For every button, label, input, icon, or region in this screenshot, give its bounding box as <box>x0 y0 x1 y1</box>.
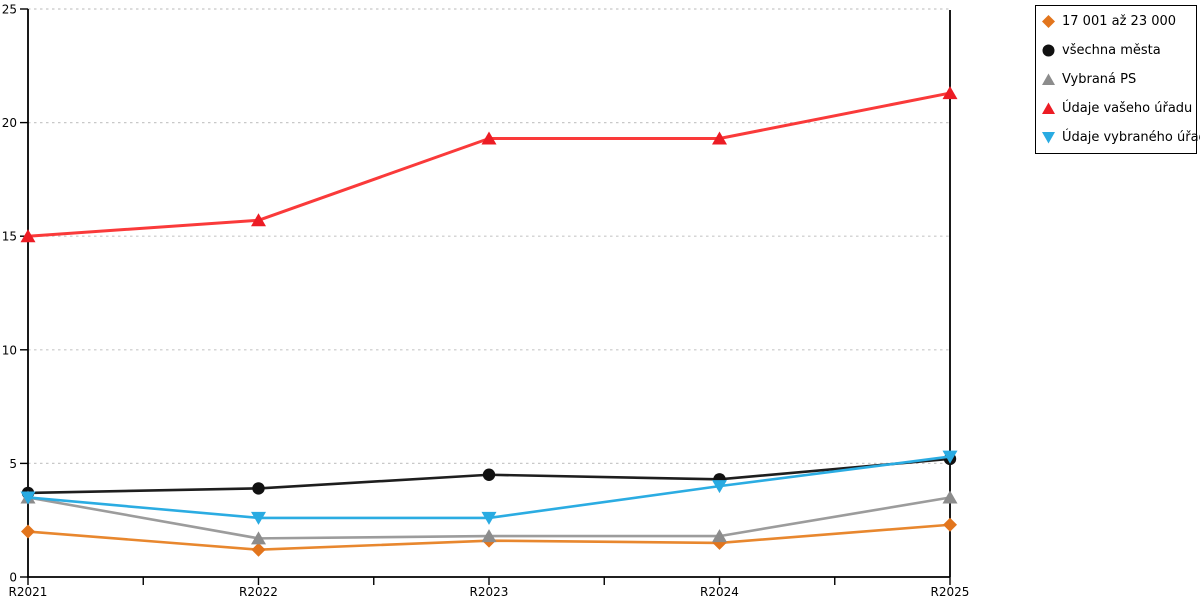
x-tick-label: R2024 <box>700 585 739 599</box>
grid-lines <box>28 8 950 464</box>
triangle-up-icon <box>1042 73 1055 85</box>
data-point <box>481 529 497 543</box>
y-tick-label: 25 <box>2 3 17 17</box>
data-point <box>251 542 266 557</box>
data-point <box>712 131 727 145</box>
y-tick-label: 10 <box>2 343 17 357</box>
legend-item: Údaje vašeho úřadu <box>1042 94 1193 123</box>
legend-item-label: Údaje vybraného úřadu <box>1062 130 1200 145</box>
series-line-3 <box>27 91 951 238</box>
x-tick-label: R2022 <box>239 585 278 599</box>
data-point <box>481 131 497 145</box>
data-point <box>712 480 727 494</box>
data-point <box>482 468 496 481</box>
data-point <box>712 529 727 543</box>
y-tick-labels: 0 5 10 15 20 25 <box>2 3 17 585</box>
data-point <box>21 524 35 539</box>
legend-item: všechna města <box>1042 36 1190 65</box>
data-point <box>252 482 265 495</box>
legend-item: Vybraná PS <box>1042 65 1190 94</box>
x-tick-label: R2025 <box>931 585 970 599</box>
triangle-up-icon <box>1042 102 1055 114</box>
data-point <box>481 511 497 525</box>
diamond-icon <box>1042 15 1055 28</box>
data-point <box>20 229 36 243</box>
y-tick-label: 5 <box>9 457 17 471</box>
data-point <box>251 511 266 525</box>
legend: 17 001 až 23 000 všechna města Vybraná PS Ú… <box>1035 5 1200 154</box>
data-point <box>942 490 958 504</box>
series-2 <box>20 490 958 545</box>
circle-icon <box>1042 44 1055 57</box>
data-point <box>942 450 958 464</box>
series-1 <box>21 452 957 500</box>
data-point <box>942 86 958 100</box>
data-point <box>20 491 36 505</box>
axes <box>20 8 951 585</box>
line-chart-plot: 0 5 10 15 20 25 R2021 R2022 R2023 R2024 R2025 <box>2 3 970 600</box>
legend-item-label: 17 001 až 23 000 <box>1062 14 1177 29</box>
y-tick-label: 15 <box>2 230 17 244</box>
legend-item: Údaje vybraného úřadu <box>1042 123 1200 152</box>
x-tick-labels: R2021 R2022 R2023 R2024 R2025 <box>9 585 970 599</box>
y-tick-label: 0 <box>9 571 17 585</box>
data-point <box>943 517 957 532</box>
legend-item: 17 001 až 23 000 <box>1042 7 1190 36</box>
legend-item-label: Vybraná PS <box>1062 72 1137 87</box>
series-3 <box>20 86 958 243</box>
data-point <box>251 213 266 227</box>
series-line-4 <box>27 455 951 520</box>
x-tick-label: R2023 <box>470 585 509 599</box>
y-tick-label: 20 <box>2 116 17 130</box>
data-point <box>251 531 266 545</box>
legend-item-label: všechna města <box>1062 43 1161 58</box>
series-4 <box>20 450 958 525</box>
triangle-down-icon <box>1042 132 1055 144</box>
legend-item-label: Údaje vašeho úřadu <box>1062 101 1193 116</box>
x-tick-label: R2021 <box>9 585 48 599</box>
